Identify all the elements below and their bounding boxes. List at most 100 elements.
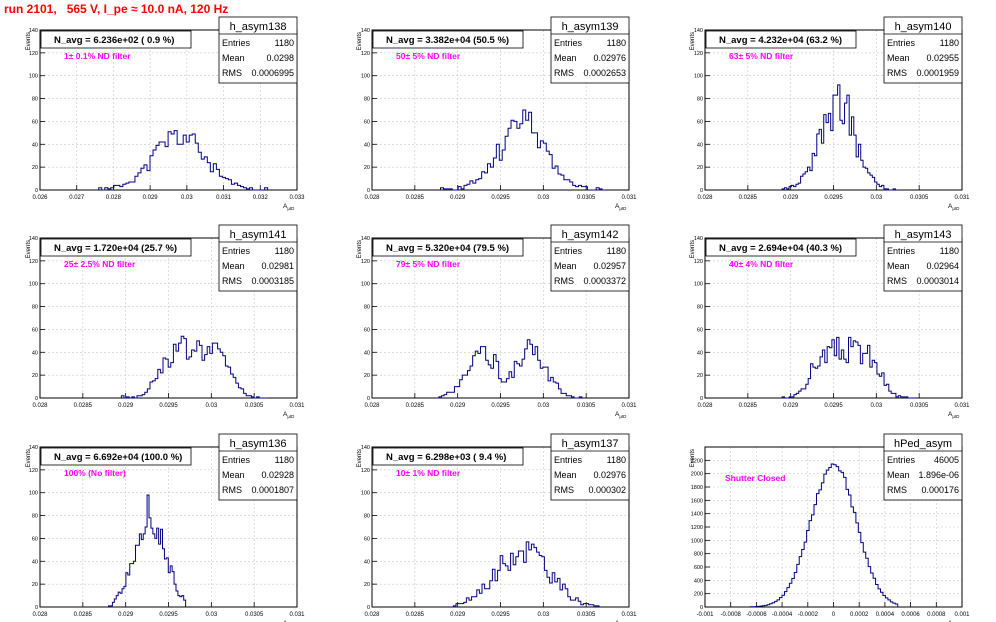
- y-tick-label: 120: [694, 51, 703, 57]
- y-tick-label: 120: [361, 51, 370, 57]
- stats-value: 1180: [275, 455, 294, 465]
- x-axis-title: AμID: [948, 411, 960, 419]
- x-tick-label: 0.029: [450, 195, 466, 201]
- x-tick-label: 0.028: [32, 403, 48, 409]
- x-tick-label: 0: [832, 612, 836, 618]
- y-tick-label: 0: [35, 188, 38, 194]
- x-tick-label: 0.0295: [159, 612, 178, 618]
- stats-label: RMS: [222, 68, 242, 78]
- stats-label: Entries: [222, 246, 251, 256]
- histogram-series: [440, 109, 606, 191]
- histogram-panel-h_asym136: 0.028 0.0285 0.029 0.0295 0.03 0.0305 0.031 0 20…: [26, 433, 305, 622]
- y-axis-title: Events: [690, 32, 696, 50]
- y-tick-label: 140: [361, 236, 370, 242]
- y-tick-label: 400: [694, 578, 703, 584]
- filter-annotation: 1± 0.1% ND filter: [64, 51, 131, 61]
- stats-value: 0.0003372: [583, 276, 626, 286]
- x-tick-label: 0.029: [450, 403, 466, 409]
- y-tick-label: 20: [364, 373, 370, 379]
- x-tick-label: 0.0004: [876, 612, 895, 618]
- x-axis-title-subscript: μID: [952, 206, 960, 211]
- y-tick-label: 100: [29, 74, 38, 80]
- y-tick-label: 1000: [691, 538, 703, 544]
- stats-value: 1180: [275, 38, 294, 48]
- stats-value: 1180: [940, 38, 959, 48]
- x-axis-title: AμID: [283, 203, 295, 211]
- navg-box: [705, 30, 857, 49]
- y-tick-label: 2000: [691, 472, 703, 478]
- y-tick-label: 2200: [691, 458, 703, 464]
- page-title: run 2101, 565 V, I_pe ≈ 10.0 nA, 120 Hz: [4, 2, 229, 16]
- y-tick-label: 0: [367, 605, 370, 611]
- y-axis-title: Events: [690, 240, 696, 258]
- y-tick-label: 100: [361, 491, 370, 497]
- navg-box: [40, 30, 192, 49]
- y-axis-title: Events: [26, 240, 32, 258]
- x-tick-label: 0.0295: [491, 612, 510, 618]
- navg-label: N_avg = 4.232e+04 (63.2 %): [719, 35, 842, 46]
- stats-label: Mean: [554, 53, 577, 63]
- x-axis-title: AμID: [615, 411, 627, 419]
- stats-label: Mean: [887, 261, 910, 271]
- y-tick-label: 0: [35, 605, 38, 611]
- stats-value: 0.0001959: [916, 68, 959, 78]
- x-tick-label: 0.03: [205, 403, 217, 409]
- navg-label: N_avg = 1.720e+04 (25.7 %): [54, 243, 177, 254]
- x-tick-label: 0.0305: [577, 403, 596, 409]
- y-tick-label: 140: [29, 236, 38, 242]
- y-tick-label: 0: [700, 188, 703, 194]
- navg-box: [40, 447, 192, 466]
- stats-value: 0.02957: [593, 261, 626, 271]
- x-axis-title: AμID: [948, 203, 960, 211]
- stats-title: hPed_asym: [894, 438, 952, 450]
- y-tick-label: 20: [32, 582, 38, 588]
- y-tick-label: 60: [364, 119, 370, 125]
- stats-value: 0.02955: [926, 53, 959, 63]
- stats-box: [218, 224, 298, 292]
- y-tick-label: 0: [367, 188, 370, 194]
- stats-label: Mean: [222, 470, 245, 480]
- histogram-series: [452, 541, 600, 607]
- navg-label: N_avg = 6.692e+04 (100.0 %): [54, 452, 182, 463]
- x-axis-title: AμID: [615, 203, 627, 211]
- y-tick-label: 40: [32, 350, 38, 356]
- y-tick-label: 100: [29, 491, 38, 497]
- x-tick-label: 0.029: [450, 612, 466, 618]
- y-tick-label: 60: [697, 327, 703, 333]
- x-tick-label: 0.031: [954, 403, 970, 409]
- x-tick-label: 0.028: [364, 403, 380, 409]
- x-tick-label: 0.0295: [824, 195, 843, 201]
- x-tick-label: 0.03: [870, 403, 882, 409]
- histogram-panel-h_asym142: 0.028 0.0285 0.029 0.0295 0.03 0.0305 0.031 0 20…: [357, 224, 637, 419]
- stats-label: Mean: [554, 261, 577, 271]
- x-tick-label: 0.03: [537, 612, 549, 618]
- stats-box: [883, 433, 963, 501]
- y-axis-title: Events: [357, 449, 363, 467]
- histogram-series: [120, 335, 268, 399]
- x-axis-title-subscript: μID: [952, 414, 960, 419]
- x-tick-label: 0.028: [364, 195, 380, 201]
- x-tick-label: 0.0305: [910, 195, 929, 201]
- y-tick-label: 0: [700, 396, 703, 402]
- y-tick-label: 20: [364, 582, 370, 588]
- stats-label: Mean: [222, 261, 245, 271]
- stats-value: 0.02976: [593, 470, 626, 480]
- navg-label: N_avg = 6.298e+03 ( 9.4 %): [386, 452, 506, 463]
- y-tick-label: 100: [694, 282, 703, 288]
- y-tick-label: 80: [364, 97, 370, 103]
- x-tick-label: 0.0295: [824, 403, 843, 409]
- x-tick-label: -0.0008: [721, 612, 742, 618]
- stats-value: 0.02981: [261, 261, 294, 271]
- stats-value: 0.0298: [266, 53, 294, 63]
- x-tick-label: 0.03: [537, 195, 549, 201]
- x-tick-label: 0.028: [106, 195, 122, 201]
- x-tick-label: 0.031: [216, 195, 232, 201]
- y-tick-label: 80: [364, 514, 370, 520]
- y-tick-label: 100: [694, 74, 703, 80]
- stats-title: h_asym141: [230, 229, 287, 241]
- x-tick-label: 0.0285: [74, 612, 93, 618]
- stats-value: 0.0003185: [251, 276, 294, 286]
- histogram-panel-h_asym137: 0.028 0.0285 0.029 0.0295 0.03 0.0305 0.031 0 20…: [357, 433, 637, 622]
- y-tick-label: 80: [32, 305, 38, 311]
